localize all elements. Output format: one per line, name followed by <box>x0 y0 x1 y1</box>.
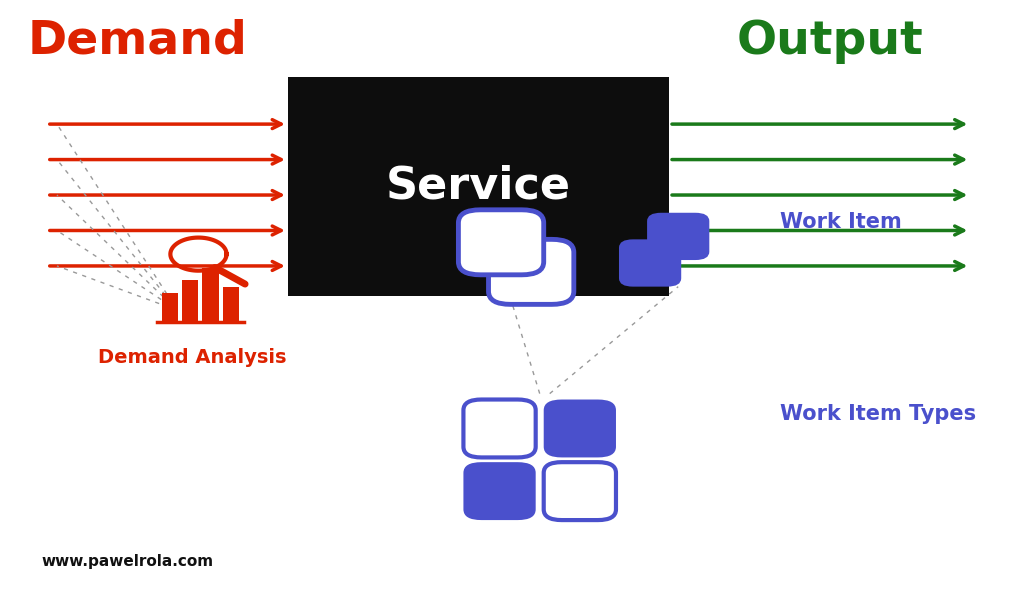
Text: Service: Service <box>386 165 571 207</box>
Text: Output: Output <box>736 19 923 64</box>
Text: Demand: Demand <box>28 19 247 64</box>
FancyBboxPatch shape <box>544 462 616 520</box>
FancyBboxPatch shape <box>488 239 573 304</box>
FancyBboxPatch shape <box>288 77 669 296</box>
Bar <box>163 293 178 322</box>
Bar <box>203 268 218 322</box>
FancyBboxPatch shape <box>618 239 681 287</box>
FancyBboxPatch shape <box>459 210 544 275</box>
Bar <box>222 287 239 322</box>
FancyBboxPatch shape <box>459 210 544 275</box>
FancyBboxPatch shape <box>647 213 710 260</box>
FancyBboxPatch shape <box>464 400 536 457</box>
Text: Work Item: Work Item <box>779 212 901 232</box>
Text: Work Item Types: Work Item Types <box>779 404 976 424</box>
Text: Demand Analysis: Demand Analysis <box>98 348 287 367</box>
Bar <box>182 280 199 322</box>
Text: www.pawelrola.com: www.pawelrola.com <box>42 554 214 569</box>
FancyBboxPatch shape <box>464 462 536 520</box>
FancyBboxPatch shape <box>544 400 616 457</box>
